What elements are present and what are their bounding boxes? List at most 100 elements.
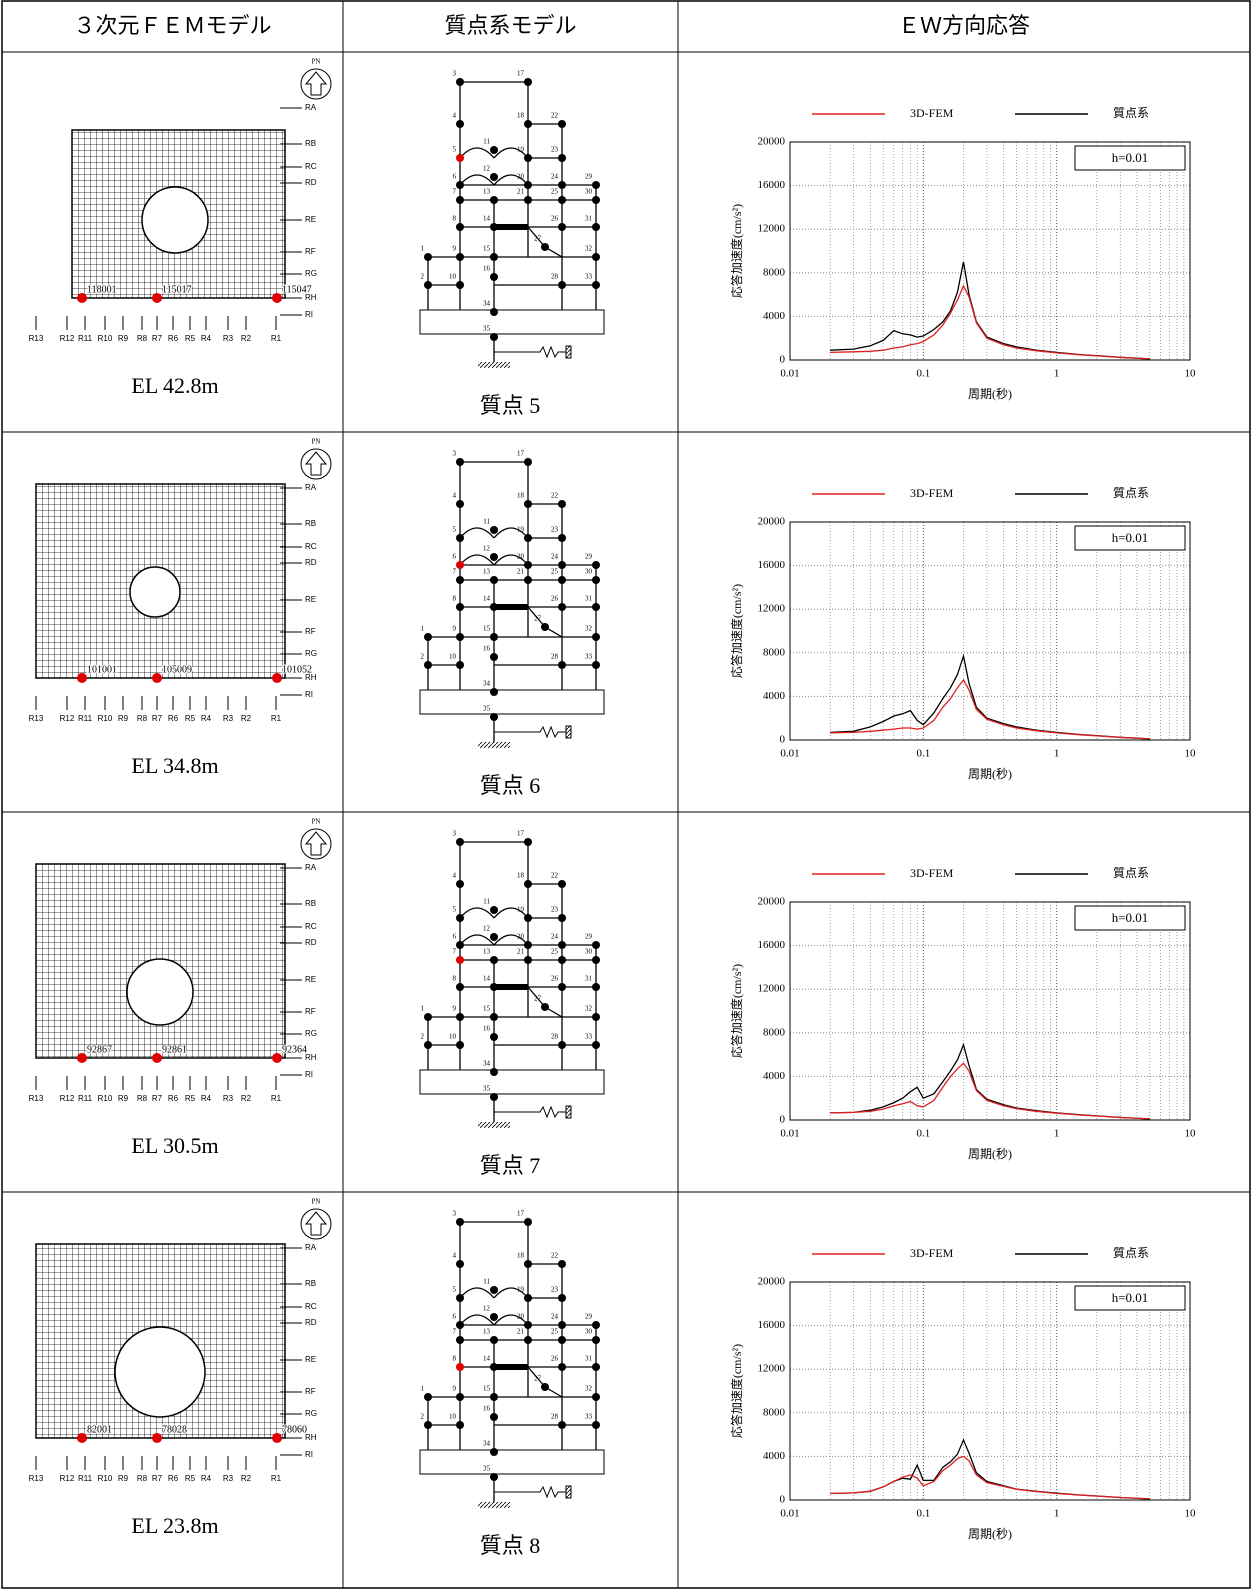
grid-row-label: RF — [305, 627, 316, 636]
mass-node — [490, 1413, 498, 1421]
fem-point — [152, 1433, 162, 1443]
arch — [459, 174, 495, 186]
base-mat — [419, 1069, 605, 1095]
mass-node-label: 2 — [421, 653, 425, 661]
grid-col-label: R6 — [168, 1094, 179, 1103]
north-arrow-head — [304, 71, 328, 96]
legend-label: 3D-FEM — [910, 1246, 954, 1260]
grid-row-label: RE — [305, 595, 316, 604]
fem-point-id: 82001 — [87, 1424, 112, 1435]
spring — [494, 1105, 566, 1119]
mass-node-label: 31 — [585, 595, 593, 603]
fem-point — [77, 673, 87, 683]
grid-row-label: RI — [305, 1070, 313, 1079]
mass-node — [490, 1393, 498, 1401]
series-line — [830, 678, 1150, 740]
base-mat — [419, 689, 605, 715]
grid-col-label: R6 — [168, 714, 179, 723]
mass-node — [558, 1294, 566, 1302]
header-cell: ＥＷ方向応答 — [898, 13, 1030, 38]
base-mat — [419, 1449, 605, 1475]
fem-point-id: 105009 — [162, 664, 192, 675]
arch — [493, 1314, 529, 1326]
mass-node — [524, 941, 532, 949]
x-axis-label: 周期(秒) — [968, 1147, 1012, 1161]
mass-node-label: 6 — [453, 553, 457, 561]
grid-col-label: R9 — [118, 1094, 129, 1103]
mass-node-label: 17 — [517, 1210, 525, 1218]
grid-row-label: RH — [305, 1053, 317, 1062]
mass-node-label: 10 — [449, 1033, 457, 1041]
grid-col-label: R3 — [223, 714, 234, 723]
mass-node-label: 17 — [517, 830, 525, 838]
mass-node-label: 23 — [551, 146, 559, 154]
mass-node — [558, 1321, 566, 1329]
mass-node-label: 16 — [483, 1405, 491, 1413]
mass-node — [558, 914, 566, 922]
legend-label: 3D-FEM — [910, 486, 954, 500]
mass-node — [490, 1363, 498, 1371]
mass-node — [592, 983, 600, 991]
mass-node-label: 30 — [585, 948, 593, 956]
mass-node-label: 25 — [551, 948, 559, 956]
mass-node-label: 18 — [517, 112, 525, 120]
y-tick-label: 4000 — [763, 1070, 786, 1082]
mass-node-label: 34 — [483, 1440, 491, 1448]
grid-row-label: RI — [305, 310, 313, 319]
mass-node — [490, 1068, 498, 1076]
mass-node — [592, 281, 600, 289]
grid-row-label: RB — [305, 1279, 316, 1288]
grid-row-label: RA — [305, 103, 317, 112]
fem-point — [272, 1053, 282, 1063]
mass-node — [592, 253, 600, 261]
member — [527, 606, 546, 628]
mass-node — [490, 603, 498, 611]
grid-row-label: RG — [305, 1409, 317, 1418]
grid-row-label: RD — [305, 178, 317, 187]
grid-col-label: R9 — [118, 1474, 129, 1483]
y-tick-label: 8000 — [763, 266, 786, 278]
mass-node — [456, 1041, 464, 1049]
grid-col-label: R2 — [241, 1474, 252, 1483]
mass-node-label: 4 — [453, 112, 457, 120]
mass-node-label: 10 — [449, 273, 457, 281]
mass-node — [524, 534, 532, 542]
mass-node-label: 29 — [585, 933, 593, 941]
spring-support — [565, 725, 572, 739]
mass-node-label: 30 — [585, 568, 593, 576]
mass-node — [490, 653, 498, 661]
fem-opening — [126, 958, 194, 1026]
y-tick-label: 8000 — [763, 1026, 786, 1038]
mass-node — [456, 603, 464, 611]
x-tick-label: 0.1 — [916, 748, 930, 760]
mass-node-label: 11 — [483, 1278, 490, 1286]
mass-node — [524, 196, 532, 204]
grid-col-label: R13 — [29, 714, 44, 723]
mass-label: 質点 5 — [480, 393, 541, 418]
mass-node-label: 23 — [551, 526, 559, 534]
mass-node — [592, 561, 600, 569]
mass-node — [558, 941, 566, 949]
mass-node — [456, 181, 464, 189]
series-line — [830, 1042, 1150, 1120]
mass-node — [490, 223, 498, 231]
fem-point — [152, 1053, 162, 1063]
grid-row-label: RA — [305, 863, 317, 872]
fem-point — [152, 673, 162, 683]
mass-node-label: 30 — [585, 1328, 593, 1336]
grid-row-label: RD — [305, 1318, 317, 1327]
x-tick-label: 1 — [1054, 1128, 1060, 1140]
mass-node — [490, 308, 498, 316]
mass-node-label: 19 — [517, 526, 525, 534]
mass-node-label: 3 — [453, 1210, 457, 1218]
mass-node — [456, 838, 464, 846]
mass-node-label: 20 — [517, 553, 525, 561]
mass-node-label: 9 — [453, 245, 457, 253]
mass-node — [456, 1013, 464, 1021]
y-tick-label: 0 — [780, 734, 786, 746]
y-tick-label: 20000 — [758, 516, 786, 528]
grid-col-label: R1 — [271, 334, 282, 343]
series-line — [830, 1062, 1150, 1120]
y-tick-label: 0 — [780, 354, 786, 366]
mass-node — [558, 603, 566, 611]
